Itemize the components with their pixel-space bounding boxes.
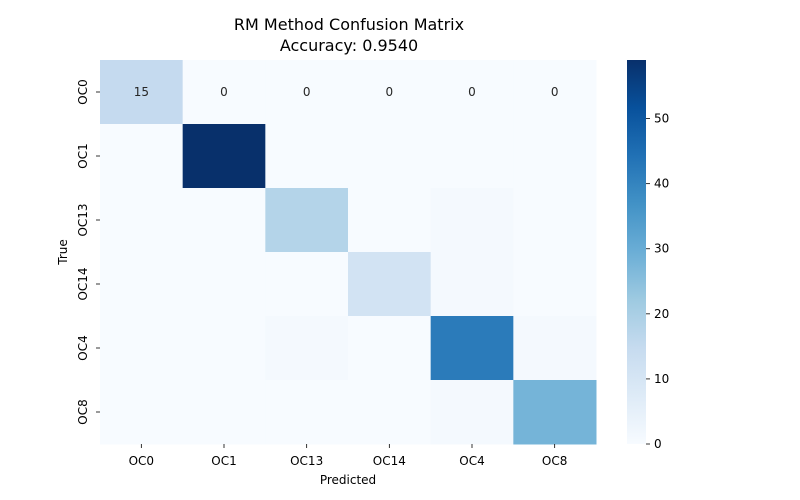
y-axis-ticks: OC0 OC1 OC13 OC14 OC4 OC8 bbox=[76, 79, 100, 425]
cell-annotation-0-4: 0 bbox=[468, 85, 476, 99]
heatmap-cell-4-5 bbox=[513, 316, 597, 381]
heatmap-cell-5-4 bbox=[430, 380, 514, 445]
heatmap-cell-5-5 bbox=[513, 380, 597, 445]
heatmap-cell-3-2 bbox=[265, 252, 349, 317]
y-tick-label: OC0 bbox=[76, 79, 90, 104]
cell-annotation-0-5: 0 bbox=[551, 85, 559, 99]
heatmap-cell-2-5 bbox=[513, 188, 597, 253]
heatmap-cell-1-0 bbox=[100, 124, 184, 189]
heatmap-cell-2-4 bbox=[430, 188, 514, 253]
heatmap-cell-3-5 bbox=[513, 252, 597, 317]
x-axis-ticks: OC0 OC1 OC13 OC14 OC4 OC8 bbox=[129, 444, 567, 468]
heatmap-cell-5-2 bbox=[265, 380, 349, 445]
heatmap-cell-2-2 bbox=[265, 188, 349, 253]
heatmap-cell-4-4 bbox=[430, 316, 514, 381]
heatmap-cell-3-1 bbox=[182, 252, 266, 317]
heatmap-cell-0-2 bbox=[265, 60, 349, 125]
heatmap-cell-2-0 bbox=[100, 188, 184, 253]
cell-annotation-0-2: 0 bbox=[303, 85, 311, 99]
heatmap-cell-1-4 bbox=[430, 124, 514, 189]
chart-title-line2: Accuracy: 0.9540 bbox=[280, 36, 418, 55]
x-tick-label: OC13 bbox=[290, 454, 323, 468]
colorbar-tick-label: 10 bbox=[654, 372, 669, 386]
x-tick-label: OC1 bbox=[211, 454, 236, 468]
heatmap-cell-1-5 bbox=[513, 124, 597, 189]
heatmap-cell-2-1 bbox=[182, 188, 266, 253]
colorbar-tick-label: 40 bbox=[654, 177, 669, 191]
heatmap-cell-3-4 bbox=[430, 252, 514, 317]
heatmap-cell-0-4 bbox=[430, 60, 514, 125]
cell-annotation-0-0: 15 bbox=[134, 85, 149, 99]
cell-annotation-0-1: 0 bbox=[220, 85, 228, 99]
heatmap-cell-3-0 bbox=[100, 252, 184, 317]
heatmap-cell-0-1 bbox=[182, 60, 266, 125]
chart-title-line1: RM Method Confusion Matrix bbox=[234, 15, 464, 34]
x-tick-label: OC4 bbox=[459, 454, 484, 468]
heatmap-cell-4-1 bbox=[182, 316, 266, 381]
y-axis-label: True bbox=[56, 239, 70, 266]
y-tick-label: OC1 bbox=[76, 143, 90, 168]
y-tick-label: OC14 bbox=[76, 267, 90, 300]
cell-annotations: 15 0 0 0 0 0 bbox=[134, 85, 559, 99]
heatmap-cells bbox=[100, 60, 597, 445]
y-tick-label: OC8 bbox=[76, 399, 90, 424]
heatmap-cell-1-1 bbox=[182, 124, 266, 189]
heatmap-cell-4-2 bbox=[265, 316, 349, 381]
colorbar-tick-label: 0 bbox=[654, 437, 662, 451]
colorbar-ticks: 0 10 20 30 40 50 bbox=[646, 112, 669, 451]
heatmap-cell-4-0 bbox=[100, 316, 184, 381]
colorbar bbox=[627, 60, 646, 444]
colorbar-tick-label: 20 bbox=[654, 307, 669, 321]
heatmap-cell-0-0 bbox=[100, 60, 184, 125]
heatmap-cell-1-2 bbox=[265, 124, 349, 189]
heatmap-cell-1-3 bbox=[348, 124, 432, 189]
cell-annotation-0-3: 0 bbox=[386, 85, 394, 99]
heatmap-cell-5-3 bbox=[348, 380, 432, 445]
x-tick-label: OC14 bbox=[373, 454, 406, 468]
colorbar-tick-label: 30 bbox=[654, 242, 669, 256]
heatmap-cell-0-3 bbox=[348, 60, 432, 125]
heatmap-cell-0-5 bbox=[513, 60, 597, 125]
heatmap-cell-4-3 bbox=[348, 316, 432, 381]
x-tick-label: OC0 bbox=[129, 454, 154, 468]
heatmap-cell-2-3 bbox=[348, 188, 432, 253]
heatmap-cell-3-3 bbox=[348, 252, 432, 317]
heatmap-cell-5-1 bbox=[182, 380, 266, 445]
x-axis-label: Predicted bbox=[320, 473, 376, 487]
y-tick-label: OC13 bbox=[76, 203, 90, 236]
colorbar-tick-label: 50 bbox=[654, 112, 669, 126]
x-tick-label: OC8 bbox=[542, 454, 567, 468]
y-tick-label: OC4 bbox=[76, 335, 90, 360]
heatmap-cell-5-0 bbox=[100, 380, 184, 445]
